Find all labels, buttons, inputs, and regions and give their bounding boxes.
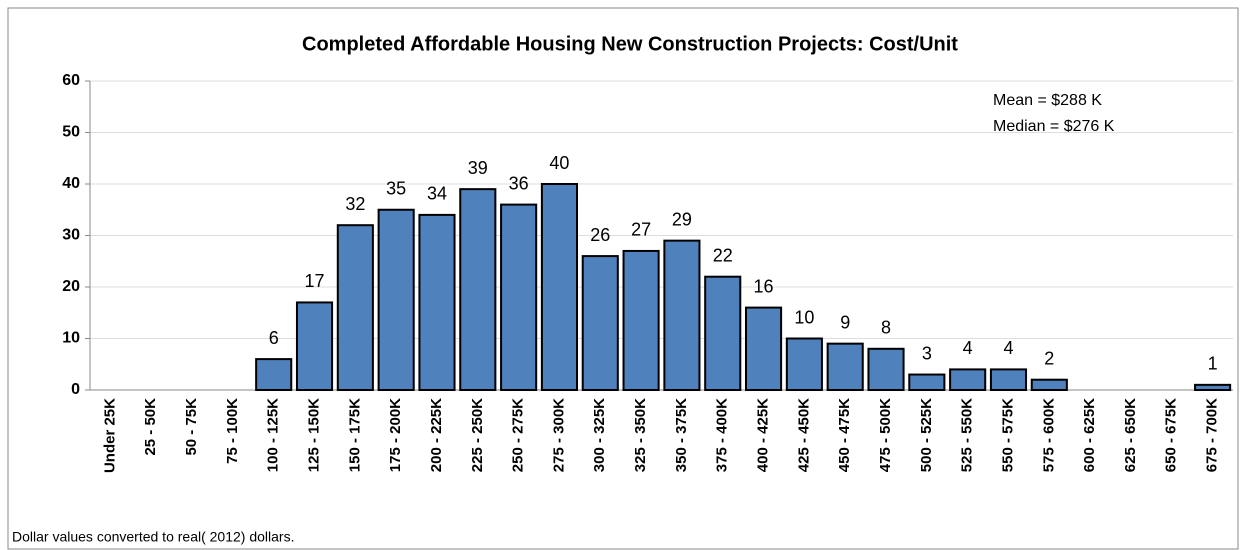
y-tick-label: 0 bbox=[71, 381, 80, 398]
value-label: 10 bbox=[794, 307, 814, 327]
bar bbox=[1194, 383, 1232, 392]
x-tick-label: 625 - 650K bbox=[1122, 398, 1139, 472]
x-tick-label: 300 - 325K bbox=[591, 398, 608, 472]
value-label: 34 bbox=[427, 184, 447, 204]
bar bbox=[989, 368, 1028, 391]
x-tick-label: 525 - 550K bbox=[959, 398, 976, 472]
value-label: 8 bbox=[881, 318, 891, 338]
bar bbox=[500, 203, 538, 391]
x-tick-label: 75 - 100K bbox=[224, 398, 241, 464]
bar bbox=[418, 213, 456, 391]
bar bbox=[540, 183, 578, 391]
x-tick-label: 200 - 225K bbox=[428, 398, 445, 472]
x-tick-label: 175 - 200K bbox=[387, 398, 404, 472]
bar bbox=[295, 301, 334, 392]
annotation: Median = $276 K bbox=[993, 118, 1115, 135]
value-label: 16 bbox=[754, 276, 774, 296]
x-tick-label: 400 - 425K bbox=[755, 398, 772, 472]
x-tick-label: 250 - 275K bbox=[510, 398, 527, 472]
x-tick-label: Under 25K bbox=[101, 398, 118, 473]
y-tick-label: 50 bbox=[62, 124, 80, 141]
bar bbox=[949, 368, 987, 391]
bar bbox=[1030, 378, 1068, 392]
bar bbox=[377, 208, 415, 391]
x-tick-label: 675 - 700K bbox=[1204, 398, 1221, 472]
value-label: 29 bbox=[672, 209, 692, 229]
bar bbox=[336, 224, 374, 391]
bar bbox=[459, 188, 497, 391]
value-label: 22 bbox=[713, 245, 733, 265]
bar bbox=[908, 373, 946, 391]
value-label: 40 bbox=[549, 153, 569, 173]
value-label: 35 bbox=[386, 179, 406, 199]
x-tick-label: 375 - 400K bbox=[714, 398, 731, 472]
value-label: 17 bbox=[305, 271, 325, 291]
bar bbox=[663, 239, 701, 391]
bar bbox=[867, 347, 905, 391]
bar bbox=[826, 342, 864, 391]
x-tick-label: 125 - 150K bbox=[305, 398, 322, 472]
y-tick-label: 30 bbox=[62, 227, 80, 244]
bar bbox=[785, 337, 823, 391]
x-tick-label: 225 - 250K bbox=[469, 398, 486, 472]
y-tick-label: 10 bbox=[62, 330, 80, 347]
value-label: 2 bbox=[1044, 348, 1054, 368]
bar bbox=[622, 249, 660, 391]
value-label: 3 bbox=[922, 343, 932, 363]
x-tick-label: 25 - 50K bbox=[142, 398, 159, 456]
value-label: 32 bbox=[345, 194, 365, 214]
value-label: 4 bbox=[963, 338, 973, 358]
x-tick-label: 575 - 600K bbox=[1040, 398, 1057, 472]
x-tick-label: 350 - 375K bbox=[673, 398, 690, 472]
y-tick-label: 40 bbox=[62, 175, 80, 192]
x-tick-label: 150 - 175K bbox=[346, 398, 363, 472]
x-tick-label: 500 - 525K bbox=[918, 398, 935, 472]
value-label: 27 bbox=[631, 220, 651, 240]
x-tick-label: 425 - 450K bbox=[795, 398, 812, 472]
value-label: 6 bbox=[269, 328, 279, 348]
value-label: 26 bbox=[590, 225, 610, 245]
bar bbox=[255, 358, 293, 392]
x-tick-label: 275 - 300K bbox=[550, 398, 567, 472]
value-label: 39 bbox=[468, 158, 488, 178]
y-tick-label: 20 bbox=[62, 278, 80, 295]
value-label: 1 bbox=[1208, 354, 1218, 374]
x-tick-label: 475 - 500K bbox=[877, 398, 894, 472]
bar bbox=[581, 255, 619, 391]
chart-title: Completed Affordable Housing New Constru… bbox=[302, 33, 958, 55]
footnote: Dollar values converted to real( 2012) d… bbox=[12, 529, 294, 545]
value-label: 9 bbox=[840, 312, 850, 332]
x-tick-label: 450 - 475K bbox=[836, 398, 853, 472]
x-tick-label: 650 - 675K bbox=[1163, 398, 1180, 472]
y-tick-label: 60 bbox=[62, 72, 80, 89]
x-tick-label: 100 - 125K bbox=[265, 398, 282, 472]
value-label: 36 bbox=[509, 173, 529, 193]
x-tick-label: 325 - 350K bbox=[632, 398, 649, 472]
bar bbox=[704, 275, 742, 392]
bar bbox=[745, 306, 783, 392]
x-tick-label: 600 - 625K bbox=[1081, 398, 1098, 472]
value-label: 4 bbox=[1003, 338, 1013, 358]
x-tick-label: 550 - 575K bbox=[999, 398, 1016, 472]
x-tick-label: 50 - 75K bbox=[183, 398, 200, 456]
annotation: Mean = $288 K bbox=[993, 92, 1102, 109]
